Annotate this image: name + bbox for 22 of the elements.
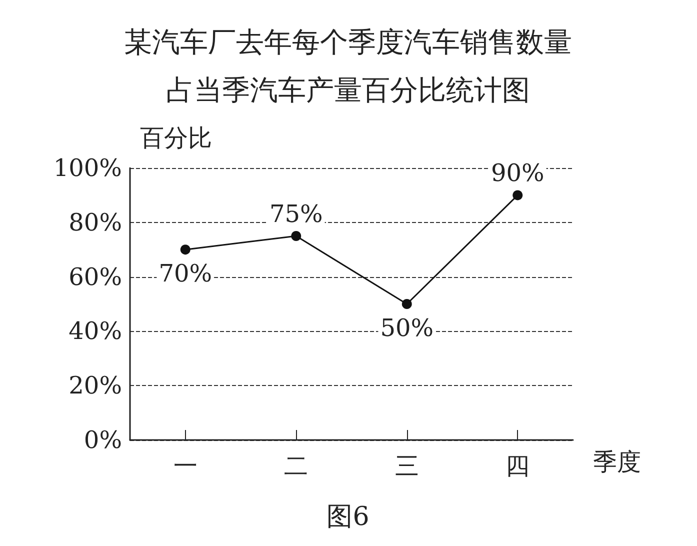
data-label: 50%: [380, 314, 434, 342]
x-axis-title: 季度: [593, 448, 641, 476]
y-axis-title: 百分比: [140, 124, 212, 152]
point: [512, 190, 523, 200]
data-label: 70%: [158, 260, 212, 288]
y-tick-label: 60%: [68, 262, 122, 291]
caption: 图6: [326, 502, 370, 532]
x-tick-label: 三: [394, 452, 419, 480]
y-tick-label: 20%: [68, 372, 122, 400]
data-label: 90%: [490, 159, 544, 188]
chart-title: 某汽车厂去年每个季度汽车销售数量占当季汽车产量百分比统计图: [124, 26, 572, 106]
x-tick-label: 一: [173, 452, 198, 480]
x-tick-label: 二: [284, 452, 308, 480]
point: [180, 244, 190, 255]
data-label: 75%: [269, 200, 323, 228]
point: [291, 231, 302, 241]
y-tick-label: 80%: [68, 208, 122, 236]
point: [402, 299, 412, 309]
y-tick-label: 100%: [53, 154, 122, 182]
y-tick-label: 0%: [84, 426, 122, 454]
y-tick-label: 40%: [68, 317, 122, 346]
x-tick-label: 四: [506, 452, 530, 480]
